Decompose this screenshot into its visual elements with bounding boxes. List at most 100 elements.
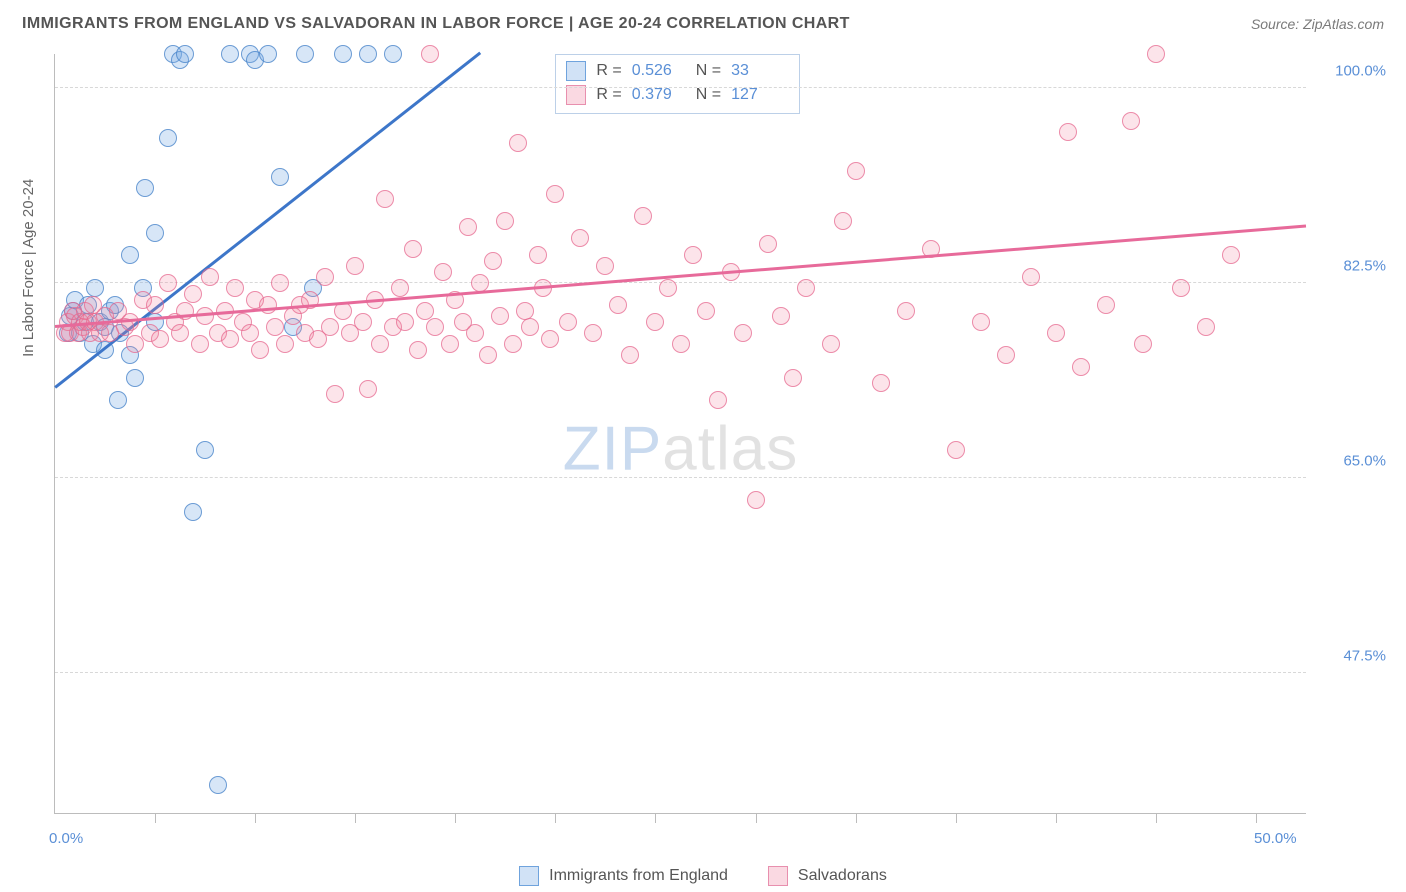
data-point-salvadoran: [521, 318, 539, 336]
data-point-salvadoran: [1134, 335, 1152, 353]
data-point-salvadoran: [1222, 246, 1240, 264]
data-point-england: [126, 369, 144, 387]
y-tick-label: 100.0%: [1316, 62, 1386, 79]
legend-item-salvadoran: Salvadorans: [768, 866, 887, 886]
data-point-salvadoran: [491, 307, 509, 325]
x-tick-label: 50.0%: [1254, 830, 1297, 847]
data-point-salvadoran: [271, 274, 289, 292]
data-point-salvadoran: [759, 235, 777, 253]
data-point-salvadoran: [1047, 324, 1065, 342]
gridline: [55, 672, 1306, 673]
data-point-salvadoran: [516, 302, 534, 320]
data-point-salvadoran: [396, 313, 414, 331]
data-point-salvadoran: [1059, 123, 1077, 141]
data-point-england: [136, 179, 154, 197]
legend-label: Immigrants from England: [549, 867, 728, 885]
data-point-england: [221, 45, 239, 63]
gridline: [55, 477, 1306, 478]
data-point-salvadoran: [441, 335, 459, 353]
chart-title: IMMIGRANTS FROM ENGLAND VS SALVADORAN IN…: [22, 15, 850, 33]
data-point-salvadoran: [621, 346, 639, 364]
data-point-england: [209, 776, 227, 794]
data-point-salvadoran: [634, 207, 652, 225]
swatch-pink-icon: [566, 85, 586, 105]
swatch-pink-icon: [768, 866, 788, 886]
stat-r-value: 0.526: [632, 59, 686, 83]
data-point-salvadoran: [697, 302, 715, 320]
data-point-salvadoran: [684, 246, 702, 264]
data-point-salvadoran: [646, 313, 664, 331]
data-point-salvadoran: [584, 324, 602, 342]
data-point-salvadoran: [191, 335, 209, 353]
data-point-salvadoran: [126, 335, 144, 353]
watermark: ZIPatlas: [563, 413, 798, 484]
data-point-england: [86, 279, 104, 297]
data-point-salvadoran: [259, 296, 277, 314]
data-point-salvadoran: [391, 279, 409, 297]
data-point-salvadoran: [822, 335, 840, 353]
data-point-salvadoran: [747, 491, 765, 509]
data-point-salvadoran: [171, 324, 189, 342]
data-point-england: [146, 224, 164, 242]
data-point-england: [271, 168, 289, 186]
data-point-salvadoran: [266, 318, 284, 336]
x-tick: [1056, 813, 1057, 823]
stat-n-label: N =: [696, 59, 721, 83]
data-point-salvadoran: [404, 240, 422, 258]
data-point-salvadoran: [326, 385, 344, 403]
stats-row-england: R = 0.526 N = 33: [566, 59, 785, 83]
legend-label: Salvadorans: [798, 867, 887, 885]
data-point-salvadoran: [772, 307, 790, 325]
data-point-salvadoran: [1197, 318, 1215, 336]
x-tick: [756, 813, 757, 823]
data-point-salvadoran: [571, 229, 589, 247]
data-point-england: [109, 391, 127, 409]
data-point-salvadoran: [409, 341, 427, 359]
data-point-salvadoran: [421, 45, 439, 63]
chart-header: IMMIGRANTS FROM ENGLAND VS SALVADORAN IN…: [0, 0, 1406, 48]
data-point-salvadoran: [834, 212, 852, 230]
x-tick: [555, 813, 556, 823]
watermark-zip: ZIP: [563, 414, 662, 483]
swatch-blue-icon: [519, 866, 539, 886]
data-point-salvadoran: [226, 279, 244, 297]
stat-r-label: R =: [596, 59, 621, 83]
data-point-salvadoran: [997, 346, 1015, 364]
y-tick-label: 82.5%: [1316, 257, 1386, 274]
data-point-salvadoran: [159, 274, 177, 292]
data-point-salvadoran: [672, 335, 690, 353]
data-point-salvadoran: [541, 330, 559, 348]
plot-region: ZIPatlas R = 0.526 N = 33 R = 0.379 N = …: [54, 54, 1306, 814]
data-point-salvadoran: [321, 318, 339, 336]
data-point-salvadoran: [184, 285, 202, 303]
data-point-salvadoran: [496, 212, 514, 230]
data-point-salvadoran: [734, 324, 752, 342]
chart-area: In Labor Force | Age 20-24 ZIPatlas R = …: [30, 48, 1396, 844]
data-point-salvadoran: [546, 185, 564, 203]
data-point-salvadoran: [504, 335, 522, 353]
data-point-salvadoran: [471, 274, 489, 292]
data-point-salvadoran: [276, 335, 294, 353]
data-point-salvadoran: [196, 307, 214, 325]
watermark-atlas: atlas: [662, 414, 798, 483]
x-tick: [1256, 813, 1257, 823]
data-point-salvadoran: [559, 313, 577, 331]
data-point-salvadoran: [371, 335, 389, 353]
stats-box: R = 0.526 N = 33 R = 0.379 N = 127: [555, 54, 800, 114]
data-point-salvadoran: [1072, 358, 1090, 376]
data-point-salvadoran: [709, 391, 727, 409]
stat-n-value: 33: [731, 59, 785, 83]
data-point-england: [184, 503, 202, 521]
data-point-salvadoran: [359, 380, 377, 398]
data-point-salvadoran: [529, 246, 547, 264]
x-tick: [1156, 813, 1157, 823]
x-tick-label: 0.0%: [49, 830, 83, 847]
data-point-salvadoran: [659, 279, 677, 297]
data-point-salvadoran: [609, 296, 627, 314]
data-point-salvadoran: [872, 374, 890, 392]
chart-source: Source: ZipAtlas.com: [1251, 16, 1384, 32]
gridline: [55, 87, 1306, 88]
y-axis-label: In Labor Force | Age 20-24: [20, 179, 37, 357]
x-tick: [655, 813, 656, 823]
data-point-salvadoran: [1172, 279, 1190, 297]
